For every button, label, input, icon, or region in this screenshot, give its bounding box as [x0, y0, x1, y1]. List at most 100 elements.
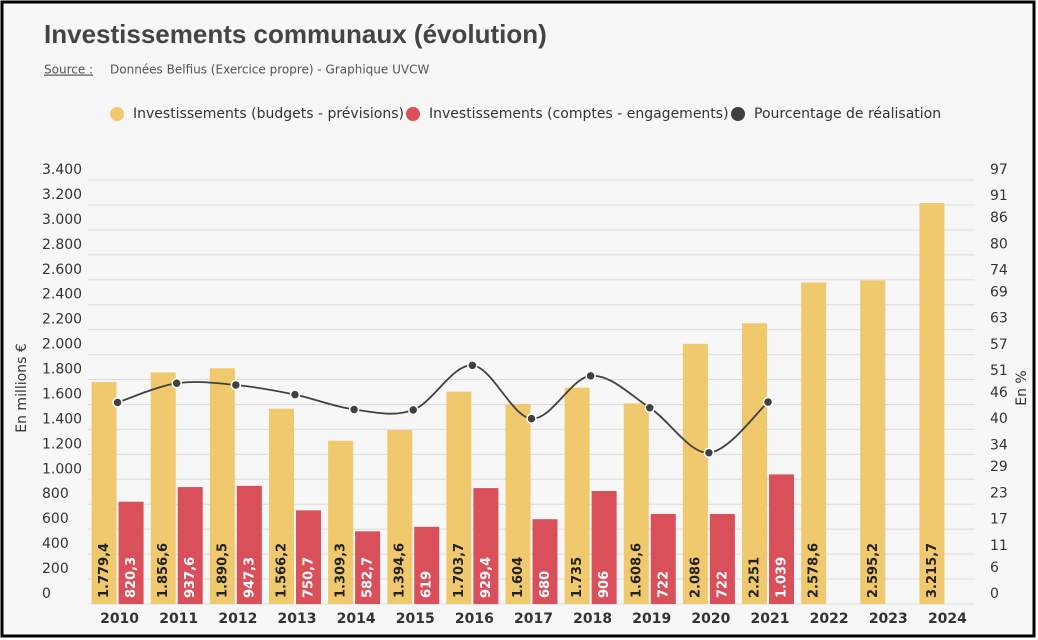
value-label: 3.215,7 — [925, 543, 940, 598]
x-tick-label: 2017 — [514, 611, 553, 627]
y2-tick-label: 80 — [990, 236, 1008, 252]
value-label: 1.890,5 — [215, 543, 230, 598]
y2-tick-label: 46 — [990, 385, 1008, 401]
x-tick-label: 2011 — [159, 611, 198, 627]
y2-axis-title: En % — [1014, 370, 1030, 405]
y2-tick-label: 17 — [990, 512, 1008, 528]
x-tick-label: 2016 — [455, 611, 494, 627]
bar — [387, 430, 413, 604]
y2-tick-label: 29 — [990, 459, 1008, 475]
bar — [919, 202, 945, 605]
bar — [268, 408, 294, 604]
y-tick-label: 2.400 — [42, 287, 82, 303]
bar — [473, 488, 499, 604]
value-label: 1.856,6 — [156, 543, 171, 598]
y-tick-label: 400 — [42, 536, 69, 552]
y-tick-label: 2.000 — [42, 337, 82, 353]
y-tick-label: 1.200 — [42, 436, 82, 452]
y2-tick-label: 74 — [990, 263, 1008, 279]
y-tick-label: 1.400 — [42, 411, 82, 427]
y2-tick-label: 40 — [990, 411, 1008, 427]
y2-tick-label: 34 — [990, 437, 1008, 453]
bar — [118, 501, 144, 604]
y2-tick-label: 57 — [990, 337, 1008, 353]
y-tick-label: 800 — [42, 486, 69, 502]
y2-tick-label: 69 — [990, 284, 1008, 300]
line-point — [526, 413, 537, 424]
line-point — [585, 370, 596, 382]
bar — [709, 513, 735, 604]
bar — [177, 487, 203, 604]
line-point — [644, 402, 656, 413]
value-label: 2.595,2 — [866, 543, 881, 598]
y2-tick-label: 63 — [990, 311, 1008, 327]
y2-tick-label: 97 — [990, 162, 1008, 178]
value-label: 1.703,7 — [452, 543, 467, 598]
x-tick-label: 2021 — [751, 611, 790, 627]
y-tick-label: 1.000 — [42, 461, 82, 477]
value-label: 680 — [538, 571, 553, 598]
bar — [801, 282, 827, 604]
value-label: 937,6 — [183, 557, 198, 598]
y2-tick-label: 0 — [990, 586, 999, 602]
y-tick-label: 2.600 — [42, 262, 82, 278]
bar — [742, 323, 768, 604]
y-tick-label: 200 — [42, 561, 69, 577]
bar — [328, 440, 354, 604]
bar — [91, 382, 117, 604]
value-label: 582,7 — [361, 557, 376, 598]
bar — [150, 372, 176, 604]
legend-marker — [406, 107, 420, 121]
value-label: 1.039 — [775, 557, 790, 598]
bar — [446, 391, 472, 604]
x-tick-label: 2013 — [277, 611, 316, 627]
bar — [295, 510, 321, 604]
value-label: 2.086 — [688, 557, 703, 598]
value-label: 929,4 — [479, 557, 494, 598]
value-label: 1.566,2 — [274, 543, 289, 598]
line-point — [703, 447, 715, 459]
bar — [236, 485, 262, 604]
bar — [682, 343, 708, 604]
line-point — [348, 404, 360, 415]
value-label: 1.608,6 — [629, 543, 644, 598]
source: Données Belfius (Exercice propre) - Grap… — [110, 63, 429, 77]
line-point — [407, 404, 419, 416]
value-label: 947,3 — [242, 557, 257, 598]
x-tick-label: 2019 — [632, 611, 671, 627]
bar — [564, 387, 590, 604]
y-tick-label: 600 — [42, 511, 69, 527]
y-tick-label: 3.000 — [42, 212, 82, 228]
legend-marker — [110, 107, 124, 121]
legend-label: Pourcentage de réalisation — [754, 106, 941, 122]
source-label: Source : — [44, 63, 93, 77]
y-tick-label: 2.200 — [42, 312, 82, 328]
chart-title: Investissements communaux (évolution) — [44, 19, 547, 49]
value-label: 2.251 — [748, 557, 763, 598]
bar — [650, 513, 676, 604]
bar — [414, 526, 440, 604]
y-axis-title: En millions € — [14, 343, 30, 432]
x-tick-label: 2022 — [810, 611, 849, 627]
y-tick-label: 0 — [42, 586, 51, 602]
value-label: 906 — [597, 571, 612, 598]
bar — [623, 403, 649, 604]
bar — [591, 491, 617, 604]
y-tick-label: 3.400 — [42, 162, 82, 178]
bar — [505, 403, 531, 604]
y2-tick-label: 51 — [990, 363, 1008, 379]
x-tick-label: 2023 — [869, 611, 908, 627]
y-tick-label: 1.800 — [42, 362, 82, 378]
bar — [532, 519, 558, 604]
y-tick-label: 1.600 — [42, 386, 82, 402]
line-point — [171, 378, 182, 389]
y2-tick-label: 23 — [990, 485, 1008, 501]
legend-label: Investissements (comptes - engagements) — [429, 106, 729, 122]
bar — [209, 368, 235, 604]
bar — [355, 531, 381, 604]
x-tick-label: 2010 — [100, 611, 139, 627]
value-label: 750,7 — [301, 557, 316, 598]
value-label: 722 — [656, 571, 671, 598]
